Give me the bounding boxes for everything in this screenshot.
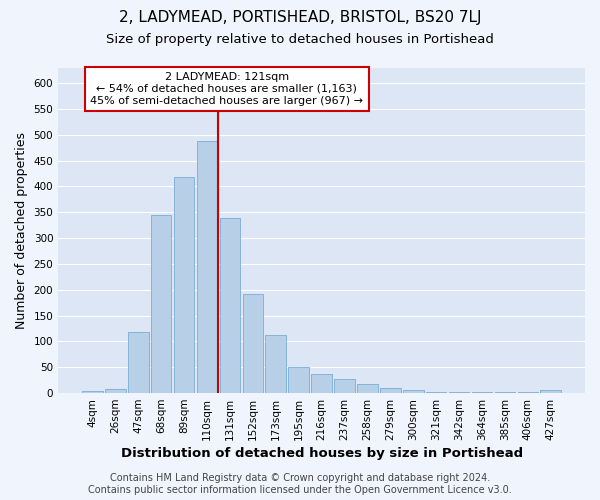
Bar xyxy=(472,392,493,393)
Y-axis label: Number of detached properties: Number of detached properties xyxy=(15,132,28,329)
Bar xyxy=(242,294,263,393)
Text: 2 LADYMEAD: 121sqm
← 54% of detached houses are smaller (1,163)
45% of semi-deta: 2 LADYMEAD: 121sqm ← 54% of detached hou… xyxy=(90,72,363,106)
Bar xyxy=(265,335,286,393)
Bar xyxy=(380,388,401,393)
Bar xyxy=(197,142,217,393)
Bar xyxy=(105,389,125,393)
Bar xyxy=(289,367,309,393)
Bar xyxy=(82,391,103,393)
Bar xyxy=(311,374,332,393)
Bar xyxy=(357,384,378,393)
Bar xyxy=(426,392,446,393)
Bar xyxy=(128,332,149,393)
Bar xyxy=(174,177,194,393)
Text: Contains HM Land Registry data © Crown copyright and database right 2024.
Contai: Contains HM Land Registry data © Crown c… xyxy=(88,474,512,495)
Bar xyxy=(220,218,240,393)
Text: Size of property relative to detached houses in Portishead: Size of property relative to detached ho… xyxy=(106,32,494,46)
Bar xyxy=(334,379,355,393)
Bar xyxy=(494,392,515,393)
X-axis label: Distribution of detached houses by size in Portishead: Distribution of detached houses by size … xyxy=(121,447,523,460)
Bar xyxy=(151,215,172,393)
Bar xyxy=(449,392,469,393)
Bar xyxy=(403,390,424,393)
Bar xyxy=(518,392,538,393)
Text: 2, LADYMEAD, PORTISHEAD, BRISTOL, BS20 7LJ: 2, LADYMEAD, PORTISHEAD, BRISTOL, BS20 7… xyxy=(119,10,481,25)
Bar xyxy=(541,390,561,393)
